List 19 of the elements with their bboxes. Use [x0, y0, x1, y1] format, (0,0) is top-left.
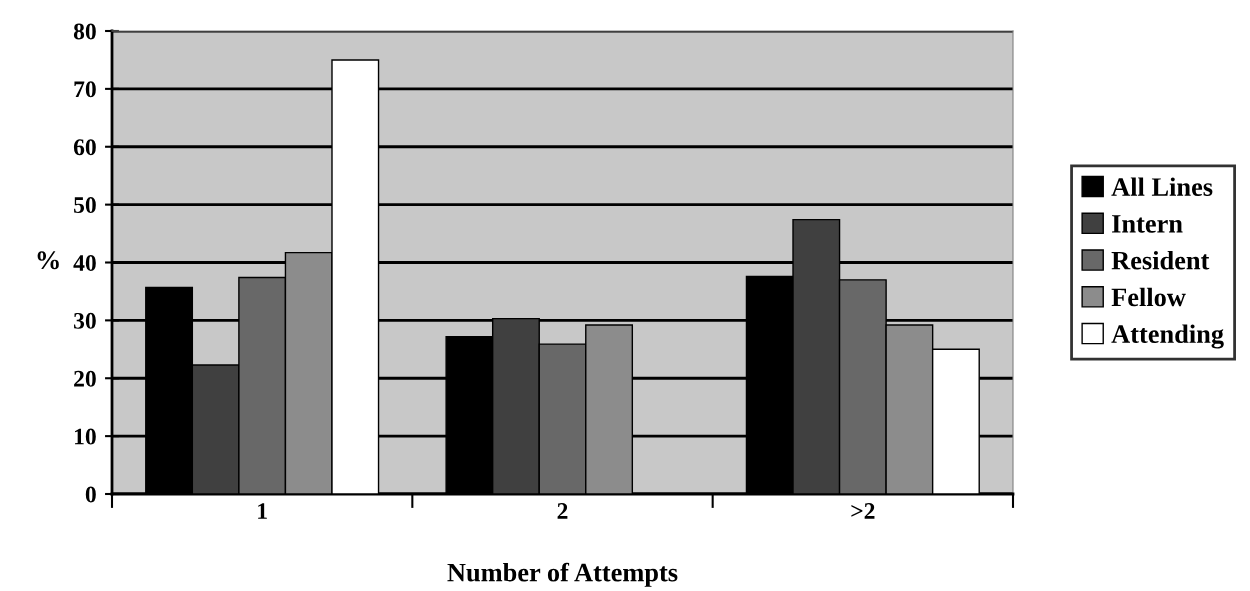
y-tick-label: 60 — [73, 139, 96, 156]
y-tick-label: 20 — [74, 370, 96, 387]
legend-label: Fellow — [1111, 287, 1186, 307]
legend-label: Resident — [1111, 250, 1210, 270]
legend-label: Attending — [1111, 324, 1224, 349]
x-tick-label: >2 — [851, 503, 875, 519]
y-tick-label: 50 — [74, 197, 96, 214]
x-axis-title: Number of Attempts — [447, 562, 678, 587]
y-tick-label: 70 — [74, 81, 96, 98]
legend-label: Intern — [1112, 215, 1183, 233]
x-tick-label: 2 — [557, 503, 568, 519]
y-tick-label: 30 — [74, 312, 96, 329]
legend-label: All Lines — [1111, 177, 1213, 196]
y-tick-label: 0 — [85, 486, 96, 503]
y-tick-label: 10 — [75, 428, 96, 445]
y-tick-label: 80 — [73, 23, 96, 40]
x-tick-label: 1 — [258, 503, 267, 519]
y-tick-label: 40 — [73, 254, 96, 271]
y-axis-title: % — [37, 251, 59, 270]
